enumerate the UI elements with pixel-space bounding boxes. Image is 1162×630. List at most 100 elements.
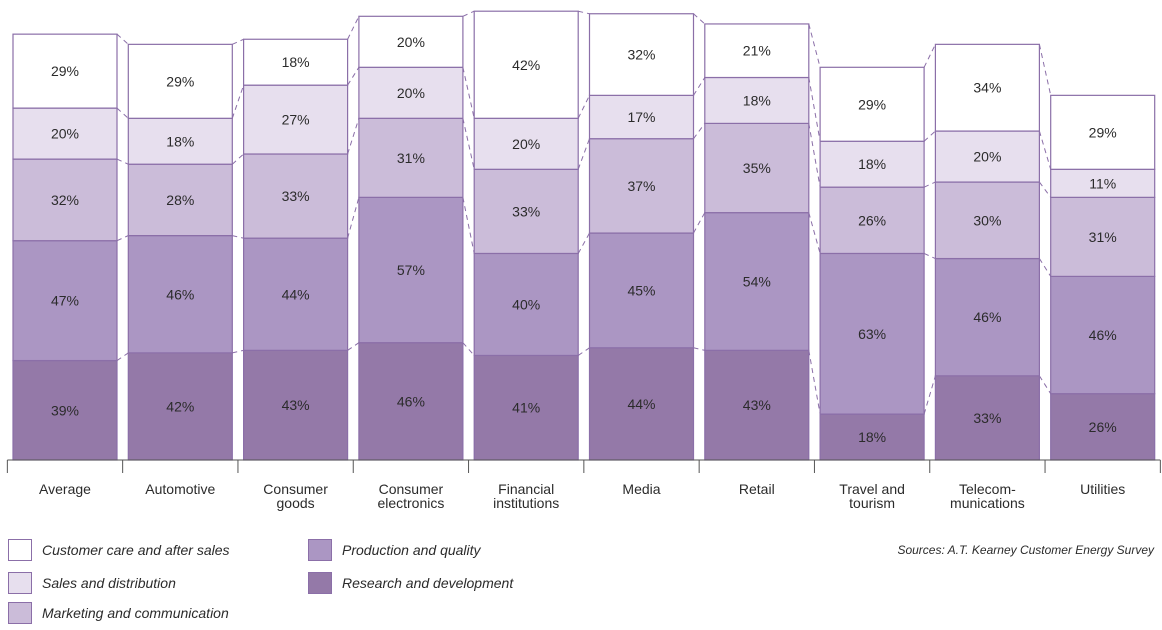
data-label: 18% (858, 429, 886, 445)
bar-segment (1050, 275, 1156, 395)
bar-segment (1050, 168, 1156, 198)
bar-segment (473, 354, 579, 461)
bar-segment (358, 15, 464, 68)
connector-lines (116, 10, 1052, 415)
bar-segment (704, 76, 810, 125)
category-label: Travel and tourism (839, 481, 905, 511)
legend: Customer care and after sales Sales and … (8, 539, 1158, 629)
category-label: Financial institutions (493, 481, 559, 511)
connector-line (923, 252, 936, 260)
data-label: 29% (858, 96, 886, 112)
bar-segment (358, 66, 464, 119)
data-label: 34% (973, 80, 1001, 96)
connector-line (923, 375, 936, 415)
connector-line (1038, 44, 1052, 96)
legend-label: Production and quality (342, 542, 481, 558)
bar-segment (934, 375, 1041, 461)
data-label: 32% (51, 192, 79, 208)
category-label: Automotive (145, 481, 215, 497)
bar-segment (127, 235, 233, 354)
data-label: 57% (397, 262, 425, 278)
connector-line (231, 84, 245, 119)
connector-line (462, 67, 475, 119)
data-label: 46% (1089, 327, 1117, 343)
data-label: 45% (627, 282, 655, 298)
connector-line (347, 67, 360, 86)
bar-segment (358, 342, 464, 461)
connector-line (1038, 375, 1052, 394)
category-label: Utilities (1080, 481, 1125, 497)
category-label: Average (39, 481, 91, 497)
connector-line (923, 130, 936, 142)
bar-segment (704, 212, 810, 351)
bar-segment (819, 66, 925, 142)
data-label: 35% (743, 160, 771, 176)
legend-item-customer-care: Customer care and after sales (8, 539, 230, 561)
data-label: 33% (282, 188, 310, 204)
bar-segment (243, 38, 349, 86)
connector-line (462, 197, 475, 254)
bar-segment (127, 117, 233, 165)
data-label: 31% (397, 150, 425, 166)
legend-swatch (8, 572, 32, 594)
bar-segment (588, 138, 695, 234)
legend-swatch (308, 572, 332, 594)
connector-line (347, 342, 360, 351)
data-label: 37% (627, 178, 655, 194)
connector-line (808, 350, 821, 415)
bar-segment (473, 117, 579, 170)
connector-line (232, 38, 244, 45)
data-label: 20% (397, 34, 425, 50)
data-label: 46% (973, 309, 1001, 325)
connector-line (577, 95, 590, 119)
data-label: 41% (512, 400, 540, 416)
data-label: 20% (973, 149, 1001, 165)
data-label: 27% (282, 112, 310, 128)
connector-line (116, 352, 129, 361)
bar-segment (934, 43, 1041, 132)
connector-line (808, 77, 821, 142)
connector-line (693, 77, 706, 96)
bar-segment (12, 158, 118, 242)
bar-segment (243, 349, 349, 461)
connector-line (577, 232, 590, 254)
connector-line (693, 13, 706, 25)
data-label: 43% (743, 397, 771, 413)
bar-segment (12, 33, 118, 109)
data-label: 33% (973, 410, 1001, 426)
bar-segment (588, 13, 695, 96)
connector-line (577, 138, 590, 170)
bar-segment (358, 117, 464, 198)
category-label: Telecom-munications (950, 481, 1025, 511)
data-label: 18% (166, 133, 194, 149)
data-label: 42% (512, 57, 540, 73)
data-label: 44% (282, 286, 310, 302)
bar-segment (473, 10, 579, 119)
data-label: 31% (1089, 229, 1117, 245)
connector-line (808, 212, 821, 254)
category-label: Consumer goods (263, 481, 328, 511)
bar-segment (127, 163, 233, 237)
connector-line (232, 349, 244, 354)
connector-line (347, 197, 360, 239)
data-label: 30% (973, 212, 1001, 228)
connector-line (347, 16, 360, 40)
data-label: 20% (397, 85, 425, 101)
data-label: 18% (858, 156, 886, 172)
connector-line (231, 153, 244, 165)
data-label: 26% (1089, 419, 1117, 435)
data-label: 28% (166, 192, 194, 208)
data-label: 29% (1089, 124, 1117, 140)
legend-swatch (308, 539, 332, 561)
bar-segment (934, 181, 1041, 260)
connector-line (462, 10, 475, 17)
data-label: 46% (166, 286, 194, 302)
connector-line (232, 235, 244, 239)
legend-item-sales-distribution: Sales and distribution (8, 572, 176, 594)
connector-line (462, 342, 475, 356)
data-label: 46% (397, 393, 425, 409)
connector-line (693, 347, 705, 351)
connector-line (808, 23, 821, 68)
bars: 39% 47% 32% 20% 29% 42% 46% 28% 18% 29% 43% 44% 33% 2… (12, 10, 1156, 461)
category-label: Consumer electronics (377, 481, 444, 511)
